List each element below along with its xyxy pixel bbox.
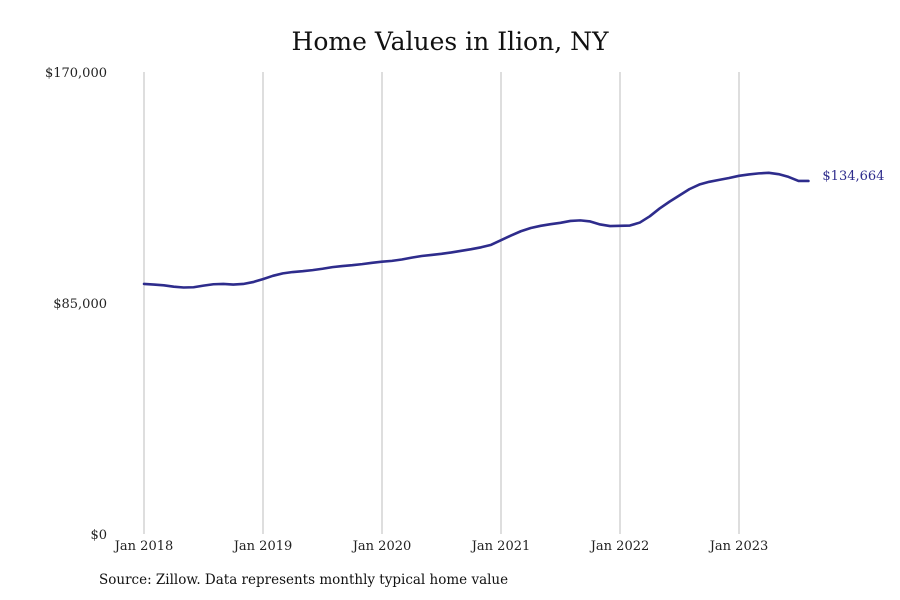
series-layer [142, 171, 810, 289]
y-axis-ticks: $0 $85,000 $170,000 [45, 66, 107, 543]
x-tick-label: Jan 2022 [589, 539, 650, 554]
y-tick-label: $85,000 [53, 297, 107, 312]
y-tick-label: $170,000 [45, 66, 107, 81]
x-tick-label: Jan 2023 [708, 539, 769, 554]
x-tick-label: Jan 2018 [113, 539, 174, 554]
x-tick-label: Jan 2019 [232, 539, 293, 554]
source-note: Source: Zillow. Data represents monthly … [99, 572, 509, 588]
x-tick-label: Jan 2021 [470, 539, 531, 554]
end-value-label: $134,664 [822, 169, 884, 184]
chart-title: Home Values in Ilion, NY [291, 27, 609, 56]
x-axis-ticks: Jan 2018 Jan 2019 Jan 2020 Jan 2021 Jan 2022… [113, 539, 769, 554]
series-line [142, 171, 810, 289]
y-tick-label: $0 [90, 528, 107, 543]
x-tick-label: Jan 2020 [351, 539, 412, 554]
gridlines [143, 72, 740, 534]
